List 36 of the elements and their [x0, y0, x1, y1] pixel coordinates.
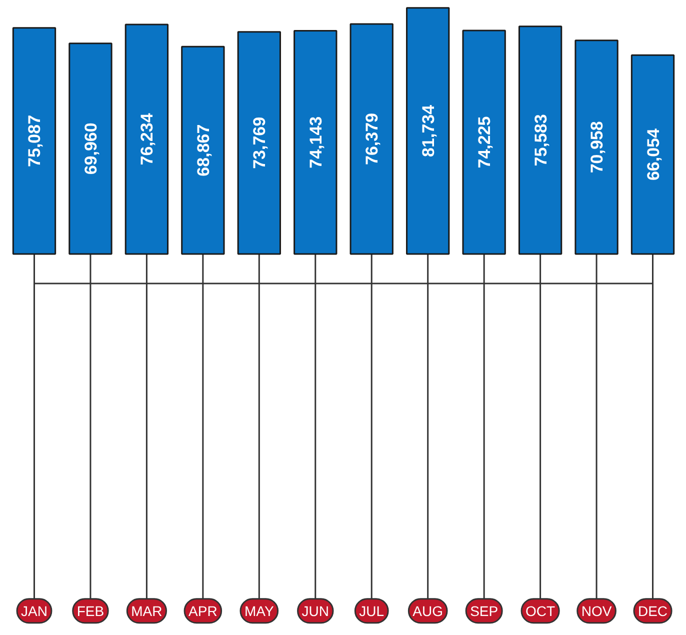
x-tick-label: FEB — [76, 602, 104, 619]
data-label: 76,234 — [138, 112, 157, 166]
x-tick-label: SEP — [470, 602, 498, 619]
data-label: 81,734 — [418, 104, 438, 157]
data-label: 76,379 — [362, 113, 382, 166]
x-tick-label: DEC — [638, 602, 668, 619]
x-tick-label: NOV — [581, 602, 612, 619]
bar — [68, 42, 112, 255]
data-label: 74,225 — [475, 116, 494, 168]
data-label: 70,958 — [588, 121, 607, 174]
data-label: 66,054 — [644, 128, 663, 181]
data-label: 75,583 — [531, 114, 550, 166]
bar — [294, 30, 338, 255]
x-tick-label: OCT — [526, 602, 556, 619]
bar — [574, 40, 618, 255]
bar — [406, 7, 450, 255]
bar — [181, 46, 225, 255]
data-label: 74,143 — [306, 116, 326, 168]
data-label: 69,960 — [81, 122, 100, 175]
x-tick-label: MAR — [131, 602, 162, 619]
data-label: 73,769 — [250, 116, 270, 169]
data-label: 68,867 — [194, 124, 213, 176]
x-tick-label: JUL — [359, 602, 384, 619]
x-tick-label: JAN — [21, 602, 48, 619]
x-tick-label: JUN — [302, 602, 330, 619]
bar — [237, 31, 281, 255]
bar — [518, 26, 562, 255]
data-label: 75,087 — [25, 114, 44, 167]
x-tick-label: AUG — [412, 602, 444, 619]
bar — [350, 23, 394, 255]
bar — [630, 54, 675, 255]
bar — [12, 27, 56, 255]
x-tick-label: MAY — [244, 602, 274, 619]
bar — [462, 30, 506, 255]
x-tick-label: APR — [188, 602, 218, 619]
bar — [124, 24, 169, 255]
